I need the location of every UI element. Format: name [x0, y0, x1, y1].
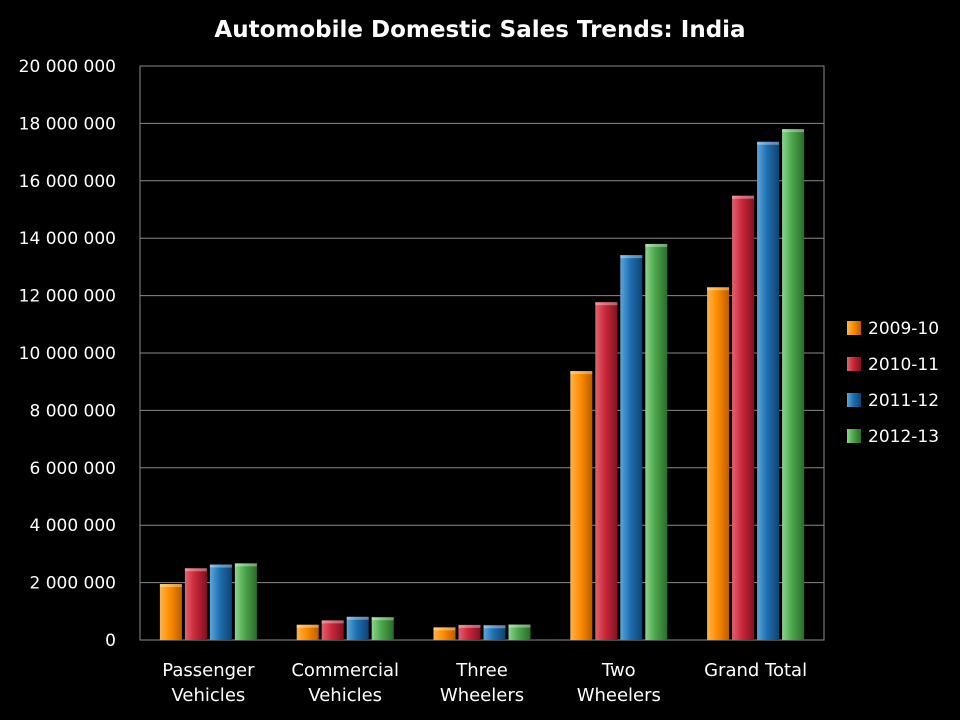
legend: 2009-10 2010-11 2011-12 2012-13 — [847, 319, 939, 447]
y-tick-label: 12 000 000 — [19, 287, 116, 307]
legend-swatch — [847, 321, 861, 335]
x-tick-label: Wheelers — [440, 685, 524, 706]
y-tick-label: 6 000 000 — [29, 459, 116, 479]
y-tick-label: 8 000 000 — [29, 401, 116, 421]
bar-2012-13-cat3 — [645, 243, 668, 640]
x-tick-label: Vehicles — [172, 685, 246, 706]
bar-top-highlight — [371, 617, 394, 621]
legend-swatch — [847, 393, 861, 407]
bar-top-highlight — [782, 129, 805, 133]
bar-top-highlight — [458, 624, 481, 628]
bar-top-highlight — [346, 616, 369, 620]
y-tick-label: 14 000 000 — [19, 229, 116, 249]
bar-top-highlight — [732, 195, 755, 199]
bar-2010-11-cat4 — [732, 195, 755, 640]
y-tick-label: 16 000 000 — [19, 172, 116, 192]
y-tick-labels: 0 2 000 000 4 000 000 6 000 000 8 000 000 10 … — [19, 57, 116, 651]
legend-swatch — [847, 357, 861, 371]
bars — [159, 129, 805, 640]
y-tick-label: 20 000 000 — [19, 57, 116, 77]
bar-2011-12-cat3 — [620, 255, 643, 640]
x-tick-label: Commercial — [291, 660, 399, 681]
bar-2009-10-cat3 — [570, 371, 593, 640]
y-tick-label: 4 000 000 — [29, 516, 116, 536]
x-tick-label: Two — [601, 660, 636, 681]
bar-2011-12-cat1 — [346, 616, 369, 640]
bar-top-highlight — [321, 620, 344, 624]
bar-2010-11-cat0 — [184, 568, 207, 640]
bar-2010-11-cat2 — [458, 624, 481, 640]
bar-2011-12-cat4 — [757, 141, 780, 640]
x-tick-label: Grand Total — [704, 660, 807, 681]
bar-2012-13-cat1 — [371, 617, 394, 640]
bar-2009-10-cat0 — [159, 584, 182, 640]
chart-title: Automobile Domestic Sales Trends: India — [214, 17, 745, 43]
bar-2009-10-cat1 — [296, 624, 319, 640]
bar-2012-13-cat4 — [782, 129, 805, 640]
bar-top-highlight — [209, 564, 232, 568]
y-tick-label: 10 000 000 — [19, 344, 116, 364]
legend-label: 2010-11 — [868, 355, 939, 375]
bar-top-highlight — [159, 584, 182, 588]
bar-2009-10-cat2 — [433, 627, 456, 640]
bar-top-highlight — [645, 243, 668, 247]
legend-label: 2012-13 — [868, 427, 939, 447]
bar-top-highlight — [483, 625, 506, 629]
bar-2010-11-cat3 — [595, 302, 618, 640]
bar-top-highlight — [757, 141, 780, 145]
bar-top-highlight — [707, 287, 730, 291]
plot-area — [139, 65, 825, 641]
x-tick-label: Vehicles — [308, 685, 382, 706]
y-tick-label: 18 000 000 — [19, 114, 116, 134]
x-tick-label: Wheelers — [577, 685, 661, 706]
y-tick-label: 2 000 000 — [29, 574, 116, 594]
bar-top-highlight — [184, 568, 207, 572]
bar-top-highlight — [620, 255, 643, 259]
bar-2012-13-cat0 — [234, 563, 257, 640]
x-tick-label: Passenger — [162, 660, 255, 681]
bar-2011-12-cat0 — [209, 564, 232, 640]
legend-label: 2009-10 — [868, 319, 939, 339]
y-tick-label: 0 — [105, 631, 116, 651]
legend-label: 2011-12 — [868, 391, 939, 411]
bar-top-highlight — [296, 624, 319, 628]
x-tick-label: Three — [455, 660, 508, 681]
bar-top-highlight — [234, 563, 257, 567]
bar-2012-13-cat2 — [508, 624, 531, 640]
bar-top-highlight — [508, 624, 531, 628]
x-tick-labels: Passenger Vehicles Commercial Vehicles Three… — [162, 660, 807, 706]
bar-top-highlight — [433, 627, 456, 631]
legend-swatch — [847, 429, 861, 443]
bar-top-highlight — [595, 302, 618, 306]
bar-2010-11-cat1 — [321, 620, 344, 640]
bar-2009-10-cat4 — [707, 287, 730, 640]
axes — [139, 65, 825, 641]
bar-2011-12-cat2 — [483, 625, 506, 640]
bar-top-highlight — [570, 371, 593, 375]
